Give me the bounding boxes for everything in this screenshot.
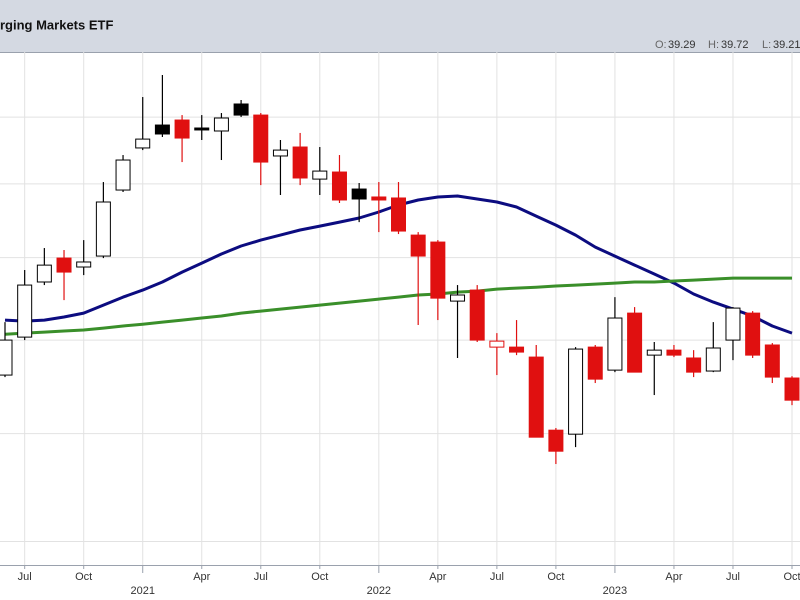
ohlc-readout: O: 39.29 H: 39.72 L: 39.21 [655,39,800,51]
candle-body [627,312,643,373]
candle-body [154,124,170,135]
x-tick-label: Apr [193,571,210,583]
x-tick-label: Jul [18,571,32,583]
candle-body [36,264,52,283]
x-year-label: 2023 [603,585,627,597]
x-tick-label: Oct [547,571,564,583]
candle-body [17,284,33,338]
x-tick-label: Oct [75,571,92,583]
x-tick-label: Jul [254,571,268,583]
ohlc-label: H: [708,39,719,51]
candle-body [509,346,525,353]
candle-body [646,349,662,356]
candle-body [568,348,584,435]
candle-body [548,429,564,452]
candles [0,74,800,465]
x-year-label: 2022 [367,585,391,597]
ohlc-value: 39.29 [668,39,696,51]
candle-body [764,344,780,378]
candle-body [784,377,800,401]
candle-body [135,138,151,149]
ohlc-value: 39.21 [773,39,800,51]
candle-body [587,346,603,380]
x-tick-label: Oct [783,571,800,583]
candle-body [391,197,406,232]
candle-body [331,171,347,201]
candle-body [725,307,741,341]
x-tick-label: Jul [490,571,504,583]
candle-body [253,114,269,163]
candle-body [272,149,288,157]
candle-body [430,241,446,299]
ohlc-value: 39.72 [721,39,749,51]
candle-body [489,340,505,348]
x-tick-label: Oct [311,571,328,583]
candle-body [292,146,308,179]
x-tick-label: Apr [429,571,446,583]
candle-body [410,234,426,257]
candle-body [469,289,485,341]
x-axis: Jul Oct 2021 Apr Jul Oct 2022 Apr Jul Oct 2023 Apr J… [18,565,800,597]
candle-body [213,117,229,132]
plot-area [0,52,800,565]
candle-body [233,103,249,116]
candle-body [450,294,466,302]
grid [0,52,800,565]
candle-body [174,119,190,139]
candle-body [95,201,111,257]
x-year-label: 2021 [130,585,154,597]
ohlc-label: L: [762,39,771,51]
chart-title: rging Markets ETF [0,17,113,32]
candle-body [745,312,761,356]
moving-average-line [4,276,792,336]
candle-body [666,349,682,356]
header-band [0,0,800,52]
candle-body [0,339,13,376]
candle-body [607,317,623,371]
candle-body [312,170,328,180]
candle-body [194,127,210,131]
candle-body [115,159,131,191]
candle-body [56,257,72,273]
ohlc-label: O: [655,39,667,51]
candle-body [371,196,387,201]
candle-body [686,357,702,373]
x-tick-label: Apr [665,571,682,583]
candle-body [76,261,92,268]
x-tick-label: Jul [726,571,740,583]
candle-body [528,356,544,438]
candle-body [351,188,367,200]
candle-body [705,347,721,372]
